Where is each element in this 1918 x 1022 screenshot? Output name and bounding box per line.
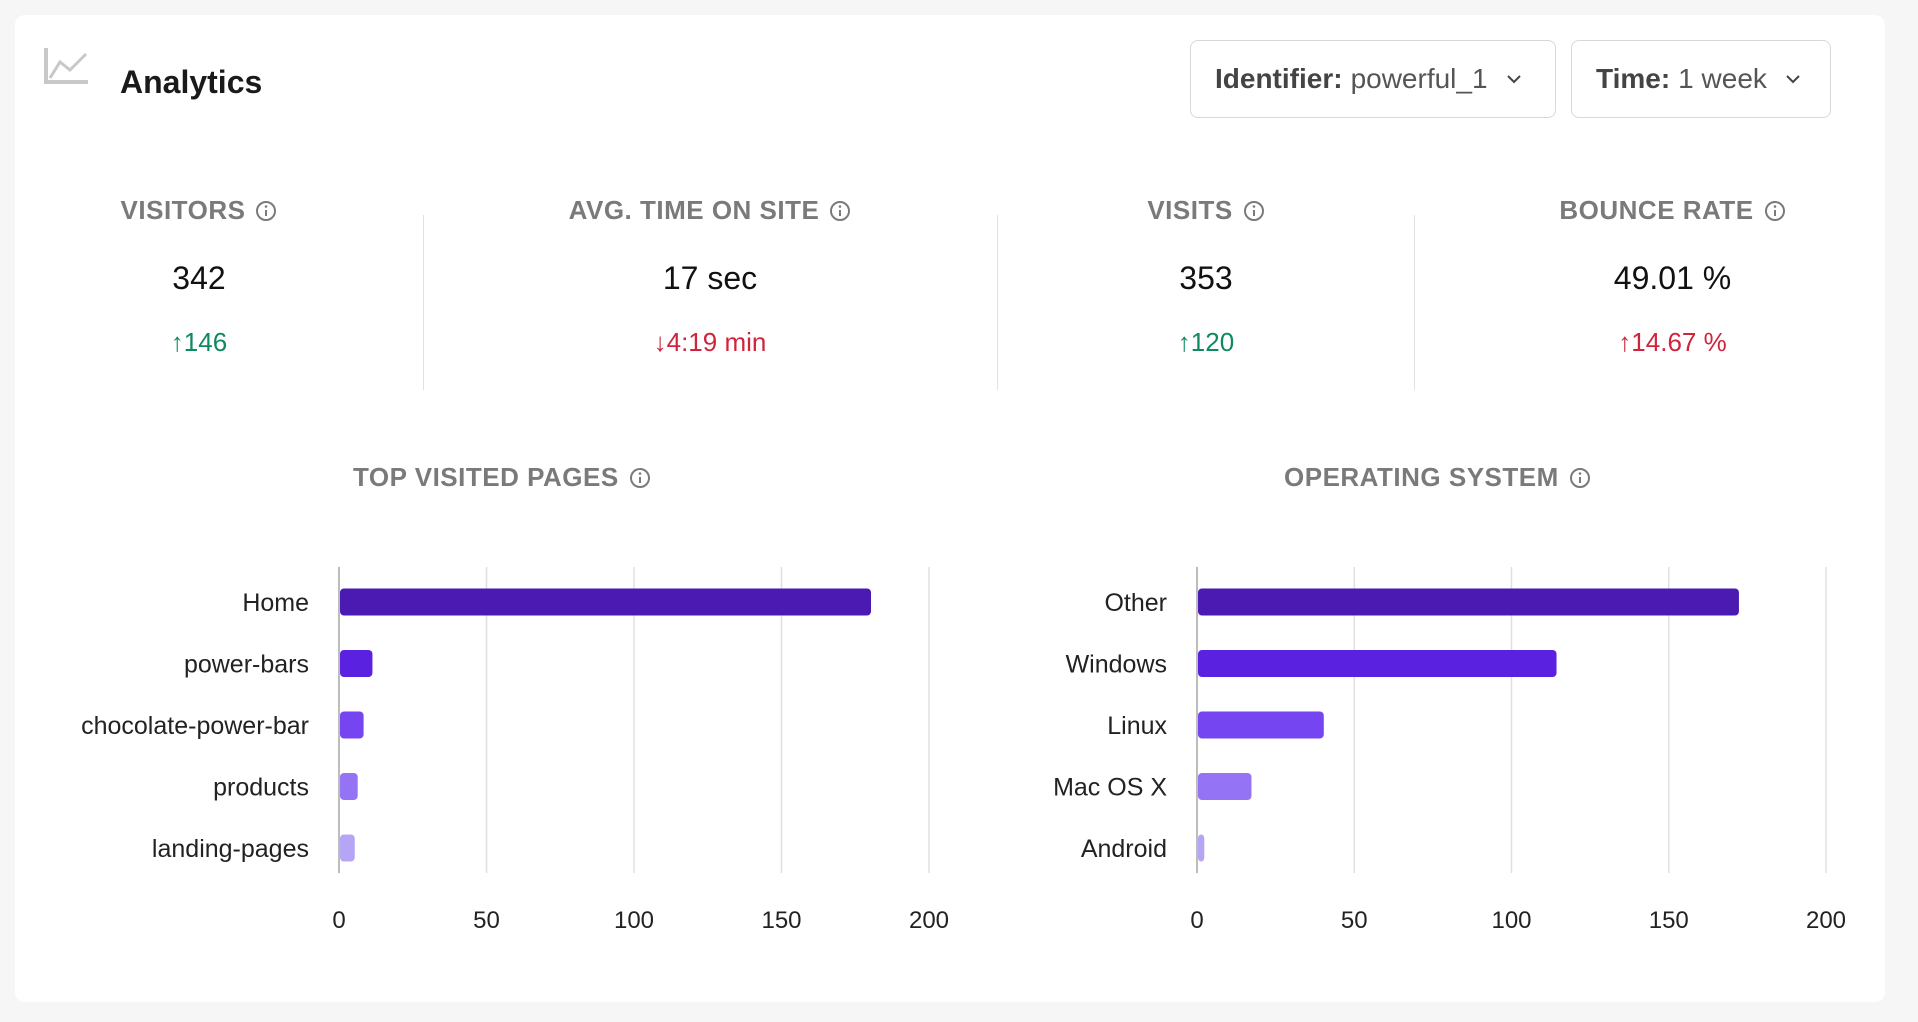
top-pages-chart: 0 50 100 150 200 Home power-bars chocolate-powe…: [81, 567, 949, 934]
stat-label: VISITS: [1147, 195, 1233, 225]
stat-label: VISITORS: [120, 195, 246, 225]
stat-label: AVG. TIME ON SITE: [568, 195, 820, 225]
identifier-value: powerful_1: [1350, 63, 1488, 94]
arrow-down-icon: ↓: [653, 327, 667, 357]
stat-avg-time: AVG. TIME ON SITE 17 sec ↓ 4:19 min: [550, 195, 870, 358]
section-label: TOP VISITED PAGES: [353, 462, 619, 492]
x-tick-label: 150: [1649, 907, 1689, 934]
category-label: power-bars: [184, 651, 309, 679]
x-tick-label: 200: [1806, 907, 1846, 934]
operating-system-title: OPERATING SYSTEM: [1284, 462, 1591, 493]
page-title: Analytics: [120, 64, 263, 100]
line-chart-icon: [44, 48, 88, 84]
arrow-up-icon: ↑: [1177, 327, 1191, 357]
x-tick-label: 0: [332, 907, 345, 934]
bar: [1198, 650, 1557, 677]
stat-bounce-rate: BOUNCE RATE 49.01 % ↑ 14.67 %: [1530, 195, 1815, 358]
stat-visitors: VISITORS 342 ↑ 146: [84, 195, 314, 358]
x-tick-label: 50: [1341, 907, 1368, 934]
time-value: 1 week: [1678, 63, 1767, 94]
category-label: Other: [1104, 589, 1167, 617]
stat-divider: [423, 215, 424, 390]
stat-value: 17 sec: [662, 260, 758, 296]
info-icon[interactable]: [629, 467, 651, 489]
category-label: Android: [1081, 835, 1167, 863]
top-pages-title: TOP VISITED PAGES: [353, 462, 651, 493]
identifier-dropdown[interactable]: Identifier: powerful_1: [1190, 40, 1556, 118]
stat-value: 342: [172, 260, 226, 296]
bar: [340, 773, 358, 800]
bar: [1198, 834, 1205, 862]
info-icon[interactable]: [1764, 200, 1786, 222]
bar: [1198, 711, 1324, 739]
chevron-down-icon: [1786, 75, 1800, 84]
x-tick-label: 150: [761, 907, 801, 934]
category-label: Mac OS X: [1053, 774, 1167, 802]
stat-divider: [1414, 215, 1415, 390]
stat-divider: [997, 215, 998, 390]
bar: [340, 834, 355, 862]
identifier-label: Identifier:: [1215, 63, 1343, 94]
stat-delta: 146: [183, 327, 228, 357]
bar: [1198, 773, 1252, 800]
info-icon[interactable]: [829, 200, 851, 222]
stat-delta: 4:19 min: [666, 327, 767, 357]
category-label: Home: [242, 589, 309, 617]
x-tick-label: 50: [473, 907, 500, 934]
stat-label: BOUNCE RATE: [1559, 195, 1754, 225]
info-icon[interactable]: [255, 200, 277, 222]
stat-delta: 120: [1190, 327, 1235, 357]
time-label: Time:: [1596, 63, 1671, 94]
analytics-card: [15, 15, 1885, 1002]
x-tick-label: 200: [909, 907, 949, 934]
category-label: landing-pages: [152, 835, 309, 863]
category-label: Linux: [1107, 712, 1167, 740]
chevron-down-icon: [1506, 75, 1521, 84]
stat-delta: 14.67 %: [1631, 327, 1727, 357]
stat-value: 49.01 %: [1613, 260, 1732, 296]
stat-value: 353: [1179, 260, 1233, 296]
x-tick-label: 100: [1491, 907, 1531, 934]
bar: [340, 588, 871, 616]
x-tick-label: 100: [614, 907, 654, 934]
arrow-up-icon: ↑: [1618, 327, 1632, 357]
arrow-up-icon: ↑: [170, 327, 184, 357]
category-label: chocolate-power-bar: [81, 712, 309, 740]
time-dropdown[interactable]: Time: 1 week: [1571, 40, 1831, 118]
bar: [340, 650, 373, 677]
bar: [340, 711, 364, 739]
category-label: Windows: [1066, 651, 1167, 679]
operating-system-chart: 0 50 100 150 200 Other Windows Linux Mac OS X And…: [1053, 567, 1846, 934]
stat-visits: VISITS 353 ↑ 120: [1106, 195, 1306, 358]
section-label: OPERATING SYSTEM: [1284, 462, 1559, 492]
category-label: products: [213, 774, 309, 802]
info-icon[interactable]: [1243, 200, 1265, 222]
bar: [1198, 588, 1739, 616]
info-icon[interactable]: [1569, 467, 1591, 489]
x-tick-label: 0: [1190, 907, 1203, 934]
